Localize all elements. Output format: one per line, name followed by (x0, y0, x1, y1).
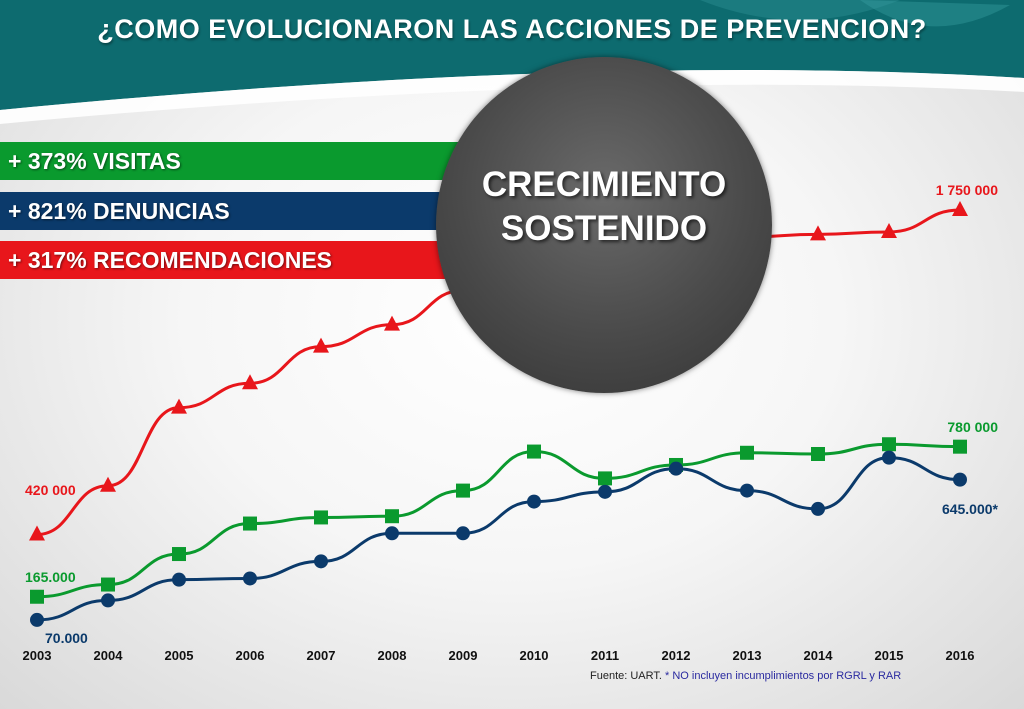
page-title: ¿COMO EVOLUCIONARON LAS ACCIONES DE PREV… (97, 14, 927, 44)
data-point-square (811, 447, 825, 461)
data-point-triangle (29, 525, 45, 541)
data-point-triangle (100, 476, 116, 492)
data-point-square (953, 439, 967, 454)
data-label: 780 000 (947, 419, 998, 435)
data-point-circle (953, 472, 967, 487)
x-tick-label: 2006 (236, 648, 265, 663)
data-point-circle (882, 450, 896, 465)
data-point-square (385, 509, 399, 524)
data-point-square (101, 577, 115, 592)
data-point-square (527, 444, 541, 459)
source-note: Fuente: UART. * NO incluyen incumplimien… (590, 670, 901, 682)
data-label: 645.000* (942, 501, 999, 517)
circle-label-line1: CRECIMIENTO (481, 165, 727, 204)
data-point-circle (598, 484, 612, 499)
x-tick-label: 2013 (733, 648, 762, 663)
x-tick-label: 2005 (165, 648, 194, 663)
highlight-circle (436, 57, 772, 393)
x-tick-label: 2010 (520, 648, 549, 663)
circle-label-line2: SOSTENIDO (500, 209, 708, 248)
data-point-circle (740, 483, 754, 498)
data-point-triangle (242, 374, 258, 390)
data-point-circle (314, 554, 328, 569)
x-tick-label: 2012 (662, 648, 691, 663)
x-tick-label: 2016 (946, 648, 975, 663)
circle-label: CRECIMIENTO SOSTENIDO (436, 163, 772, 251)
data-point-square (243, 516, 257, 531)
data-point-circle (172, 572, 186, 587)
series-line-2 (36, 456, 961, 622)
data-point-circle (456, 526, 470, 541)
x-tick-label: 2014 (804, 648, 834, 663)
data-label: 165.000 (25, 569, 76, 585)
banner-visitas: + 373% VISITAS (0, 142, 470, 180)
x-tick-label: 2003 (23, 648, 52, 663)
data-point-square (172, 547, 186, 562)
source-footnote: * NO incluyen incumplimientos por RGRL y… (665, 670, 902, 682)
data-point-circle (243, 571, 257, 586)
x-tick-label: 2011 (591, 648, 619, 663)
data-label: 1 750 000 (936, 182, 998, 198)
data-label: 420 000 (25, 482, 76, 498)
data-point-triangle (952, 201, 968, 216)
data-point-triangle (171, 398, 187, 414)
data-point-triangle (313, 337, 329, 353)
banner-denuncias: + 821% DENUNCIAS (0, 192, 470, 230)
data-point-square (598, 471, 612, 486)
data-point-square (456, 483, 470, 498)
x-tick-label: 2009 (449, 648, 478, 663)
header-background (0, 0, 1024, 124)
data-point-circle (669, 461, 683, 476)
data-point-square (740, 445, 754, 460)
banner-recomendaciones: + 317% RECOMENDACIONES (0, 241, 470, 279)
data-point-triangle (881, 222, 897, 238)
data-point-circle (101, 593, 115, 608)
x-tick-label: 2015 (875, 648, 904, 663)
data-point-square (314, 510, 328, 525)
x-tick-label: 2007 (307, 648, 336, 663)
data-point-circle (811, 501, 825, 516)
data-point-circle (385, 526, 399, 541)
source-prefix: Fuente: UART. (590, 670, 662, 682)
x-tick-label: 2008 (378, 648, 407, 663)
data-point-triangle (384, 315, 400, 331)
data-point-square (30, 589, 44, 604)
data-label: 70.000 (45, 630, 88, 646)
data-point-triangle (810, 225, 826, 241)
x-tick-label: 2004 (94, 648, 124, 663)
data-point-square (882, 437, 896, 452)
data-point-circle (527, 494, 541, 509)
data-point-circle (30, 612, 44, 627)
